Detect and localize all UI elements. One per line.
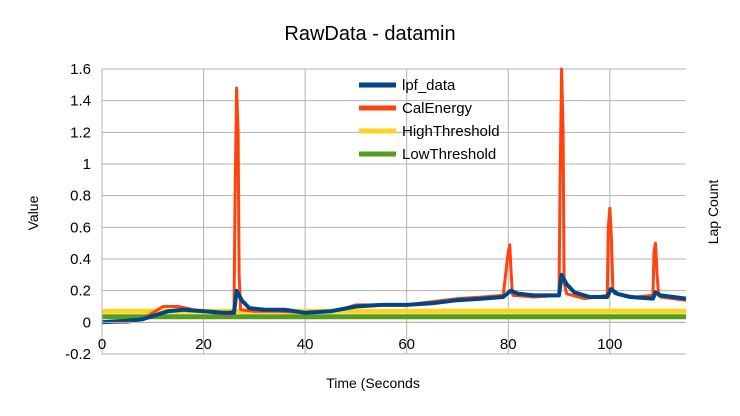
legend-label: CalEnergy [402,100,473,117]
secondary-y-axis-label: Lap Count [705,180,721,245]
y-tick-label: 0.6 [70,219,91,236]
x-tick-label: 20 [195,336,212,353]
x-tick-label: 80 [500,336,517,353]
y-tick-label: 0.4 [70,251,91,268]
x-tick-label: 0 [98,336,106,353]
chart-title: RawData - datamin [284,23,455,45]
legend-label: HighThreshold [402,123,500,140]
x-tick-label: 40 [297,336,314,353]
x-tick-label: 60 [398,336,415,353]
legend-label: LowThreshold [402,146,496,163]
series-layer [101,67,687,325]
axes [101,69,686,354]
x-tick-label: 100 [597,336,622,353]
y-tick-label: 0 [83,314,91,331]
y-tick-label: 1.2 [70,124,91,141]
tick-labels: 1.6 1.4 1.2 1 0.8 0.6 0.4 0.2 0 -0.2 0 20 40 60 80 100 [65,61,622,363]
y-tick-label: 1.4 [70,93,91,110]
y-axis-label: Value [25,195,41,230]
y-tick-label: 0.2 [70,283,91,300]
legend: lpf_data CalEnergy HighThreshold LowThresho… [359,77,500,163]
y-tick-label: 0.8 [70,188,91,205]
y-tick-label: -0.2 [65,346,91,363]
legend-label: lpf_data [402,77,456,94]
y-tick-label: 1.6 [70,61,91,78]
series-line-lpf_data [101,272,687,325]
y-tick-label: 1 [83,156,91,173]
x-axis-label: Time (Seconds [326,375,420,391]
